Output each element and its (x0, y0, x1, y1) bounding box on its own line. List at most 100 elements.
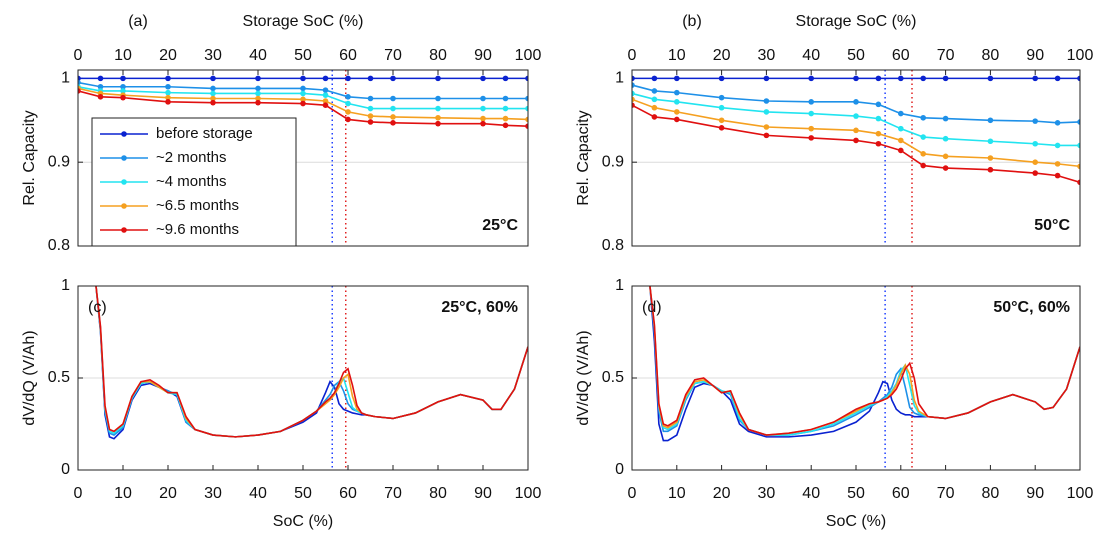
series-point (255, 85, 261, 92)
series-point (920, 162, 926, 169)
series-point (210, 95, 216, 102)
legend-label: ~4 months (156, 173, 226, 190)
series-point (502, 115, 509, 122)
series-point (898, 110, 904, 117)
series-point (1054, 142, 1061, 149)
series-point (987, 138, 994, 145)
panel-label: (c) (88, 299, 107, 316)
series-point (651, 114, 658, 120)
series-point (808, 99, 814, 105)
series-point (120, 94, 126, 101)
series-point (898, 147, 904, 154)
x-tick-label: 80 (429, 47, 447, 64)
annotation: 25°C, 60% (441, 299, 518, 316)
legend-marker (121, 155, 127, 161)
plot-area (78, 75, 528, 129)
series-point (674, 89, 680, 96)
x-tick-label: 10 (668, 47, 686, 64)
x-tick-label: 80 (982, 485, 1000, 502)
series-point (763, 75, 770, 82)
y-tick-label: 0.8 (602, 237, 624, 254)
x-tick-label: 0 (74, 47, 83, 64)
legend-label: before storage (156, 125, 253, 142)
x-tick-label: 50 (847, 47, 865, 64)
x-tick-label: 60 (339, 485, 357, 502)
series-point (480, 115, 486, 122)
series-point (525, 116, 528, 123)
series-point (322, 98, 329, 104)
series-point (763, 98, 770, 104)
annotation: 50°C (1034, 217, 1070, 234)
series-point (942, 153, 949, 160)
y-tick-label: 0.5 (602, 369, 624, 386)
series-point (718, 94, 725, 101)
series-point (300, 96, 306, 103)
x-tick-label: 20 (713, 485, 731, 502)
series-point (1077, 163, 1080, 170)
annotation: 50°C, 60% (993, 299, 1070, 316)
x-tick-label: 40 (802, 47, 820, 64)
series-point (525, 75, 528, 82)
series-point (480, 105, 486, 112)
x-axis-label: Storage SoC (%) (243, 13, 364, 30)
series-point (367, 75, 374, 82)
x-tick-label: 70 (937, 485, 955, 502)
series-point (435, 105, 441, 112)
plot-area (649, 286, 1080, 442)
x-tick-label: 20 (713, 47, 731, 64)
series-point (210, 99, 216, 106)
series-point (1032, 159, 1038, 165)
series-point (651, 75, 658, 82)
series-point (1054, 172, 1061, 179)
series-point (322, 75, 329, 82)
x-tick-label: 0 (628, 485, 637, 502)
series-point (345, 100, 351, 107)
y-axis-label: Rel. Capacity (21, 110, 38, 205)
series-point (808, 135, 814, 141)
series-point (632, 82, 635, 88)
series-point (942, 135, 949, 142)
x-tick-label: 20 (159, 47, 177, 64)
series-point (763, 132, 770, 139)
series-point (345, 116, 351, 123)
x-tick-label: 80 (982, 47, 1000, 64)
series-point (390, 114, 396, 120)
series-point (210, 75, 216, 82)
series-point (322, 92, 329, 98)
y-tick-label: 0.9 (48, 153, 70, 170)
series-point (255, 75, 261, 82)
series-point (808, 110, 814, 117)
series-point (942, 165, 949, 171)
axes-frame (631, 69, 1081, 247)
y-tick-label: 0 (61, 461, 70, 478)
x-tick-label: 70 (384, 47, 402, 64)
plot-area (95, 286, 528, 440)
series-point (165, 94, 171, 101)
series-point (165, 75, 171, 82)
series-point (853, 99, 859, 105)
plot-area (632, 75, 1080, 186)
y-tick-label: 1 (61, 277, 70, 294)
series-point (210, 90, 216, 97)
x-tick-label: 50 (294, 485, 312, 502)
y-axis-label: Rel. Capacity (575, 110, 592, 205)
annotation: 25°C (482, 217, 518, 234)
series-point (987, 117, 994, 124)
series-point (390, 75, 396, 82)
legend-marker (121, 179, 127, 185)
series-point (78, 75, 81, 82)
series-point (853, 113, 859, 119)
series-point (502, 105, 509, 112)
series-point (367, 119, 374, 125)
series-point (502, 122, 509, 129)
series-point (632, 102, 635, 108)
series-point (97, 94, 104, 100)
series-point (165, 99, 171, 105)
series-point (718, 117, 725, 124)
series-point (1032, 75, 1038, 82)
series-point (1077, 179, 1080, 186)
x-tick-label: 10 (668, 485, 686, 502)
y-axis-label: dV/dQ (V/Ah) (21, 330, 38, 425)
series-point (367, 113, 374, 119)
legend-label: ~6.5 months (156, 197, 239, 214)
